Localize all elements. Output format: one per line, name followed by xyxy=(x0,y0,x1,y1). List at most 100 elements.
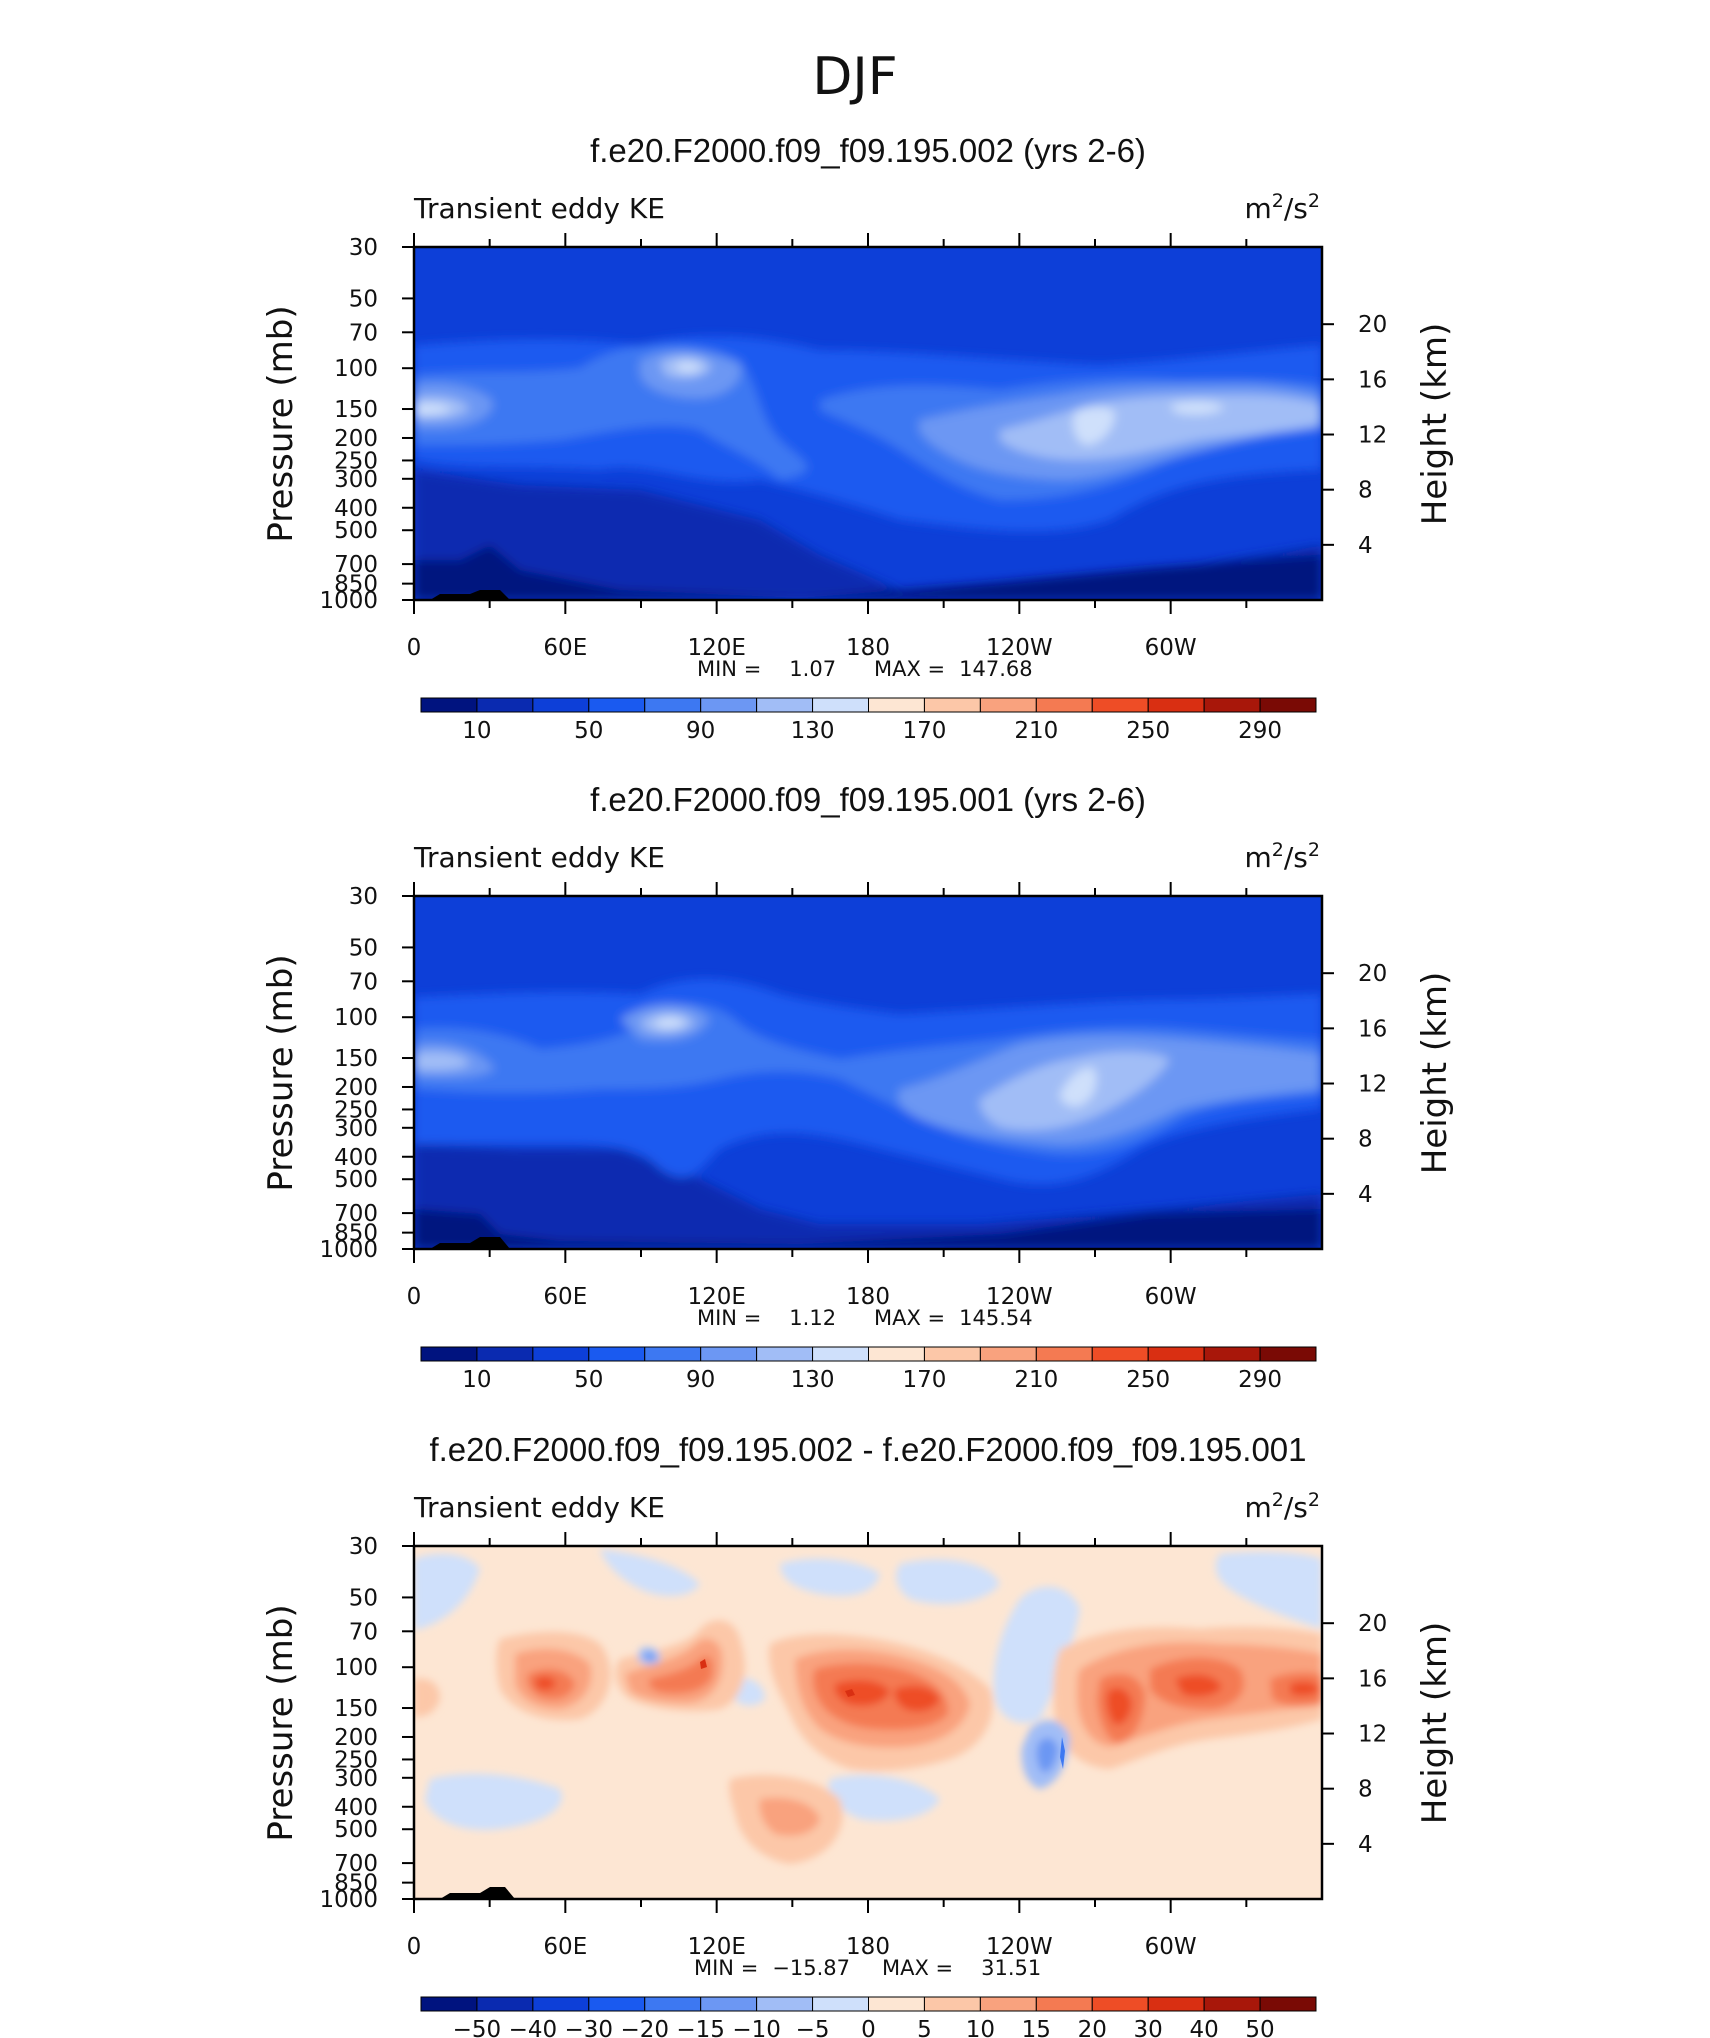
colorbar-swatch xyxy=(923,1346,981,1362)
colorbar-swatch xyxy=(644,1996,702,2012)
y-tick-label: 70 xyxy=(349,969,378,995)
colorbar-label: 290 xyxy=(1238,718,1282,744)
x-tick-label: 0 xyxy=(407,635,422,661)
colorbar-swatch xyxy=(923,697,981,713)
colorbar-label: 0 xyxy=(861,2017,876,2038)
colorbar-label: 50 xyxy=(574,1367,603,1393)
colorbar-swatch xyxy=(868,697,925,713)
y-tick-label: 50 xyxy=(349,1585,378,1611)
panel-2: f.e20.F2000.f09_f09.195.001 (yrs 2-6) Tr… xyxy=(261,781,1455,1393)
y2-tick-label: 20 xyxy=(1358,1611,1387,1637)
y-tick-label: 30 xyxy=(349,884,378,910)
y-tick-label: 850 xyxy=(334,1221,378,1247)
y-tick-label: 70 xyxy=(349,1619,378,1645)
stats-max: MAX = 145.54 xyxy=(874,1306,1033,1330)
colorbar-swatch xyxy=(812,697,869,713)
colorbar-swatch xyxy=(532,697,590,713)
heatmap-field xyxy=(414,247,1322,600)
heatmap-field xyxy=(414,896,1322,1249)
colorbar-label: −5 xyxy=(796,2017,830,2038)
y-tick-label: 300 xyxy=(334,467,378,493)
colorbar-swatch xyxy=(1259,697,1317,713)
colorbar-label: 15 xyxy=(1022,2017,1051,2038)
y-tick-label: 400 xyxy=(334,496,378,522)
x-tick-label: 180 xyxy=(846,1934,890,1960)
colorbar-swatch xyxy=(420,697,478,713)
y2-tick-label: 20 xyxy=(1358,961,1387,987)
stats-max: MAX = 147.68 xyxy=(874,657,1033,681)
colorbar-swatch xyxy=(979,1996,1037,2012)
y2-tick-label: 8 xyxy=(1358,1127,1373,1153)
y-tick-label: 30 xyxy=(349,1534,378,1560)
colorbar-swatch xyxy=(1259,1346,1317,1362)
colorbar-swatch xyxy=(532,1346,590,1362)
x-tick-label: 120W xyxy=(986,635,1053,661)
y2-tick-label: 8 xyxy=(1358,1777,1373,1803)
colorbar-label: 50 xyxy=(1245,2017,1274,2038)
colorbar-label: −50 xyxy=(453,2017,502,2038)
panel-title: f.e20.F2000.f09_f09.195.001 (yrs 2-6) xyxy=(590,781,1146,818)
x-tick-label: 60E xyxy=(543,1934,587,1960)
colorbar-label: 130 xyxy=(791,718,835,744)
colorbar-swatch xyxy=(1147,1996,1205,2012)
colorbar-swatch xyxy=(1203,1346,1261,1362)
y-tick-label: 1000 xyxy=(319,1237,378,1263)
colorbar-label: −20 xyxy=(620,2017,669,2038)
y2-tick-label: 4 xyxy=(1358,1832,1373,1858)
colorbar-swatch xyxy=(700,697,758,713)
colorbar-swatch xyxy=(700,1996,758,2012)
x-tick-label: 120W xyxy=(986,1284,1053,1310)
y2-tick-label: 16 xyxy=(1358,367,1387,393)
x-tick-label: 60E xyxy=(543,635,587,661)
colorbar-swatch xyxy=(532,1996,590,2012)
y2-tick-label: 20 xyxy=(1358,312,1387,338)
colorbar-label: 20 xyxy=(1078,2017,1107,2038)
y-tick-label: 50 xyxy=(349,935,378,961)
x-tick-label: 0 xyxy=(407,1934,422,1960)
y2-axis-label: Height (km) xyxy=(1415,323,1455,526)
colorbar-label: 210 xyxy=(1014,718,1058,744)
panel-title: f.e20.F2000.f09_f09.195.002 (yrs 2-6) xyxy=(590,132,1146,169)
y2-tick-label: 8 xyxy=(1358,478,1373,504)
colorbar-swatch xyxy=(1147,697,1205,713)
colorbar-label: 40 xyxy=(1189,2017,1218,2038)
colorbar-swatch xyxy=(1035,1346,1093,1362)
colorbar-label: 290 xyxy=(1238,1367,1282,1393)
figure-title: DJF xyxy=(812,47,897,107)
x-ticks: 0 60E 120E 180 120W 60W xyxy=(407,882,1248,1310)
y-tick-label: 200 xyxy=(334,426,378,452)
colorbar-label: −40 xyxy=(509,2017,558,2038)
colorbar-swatch xyxy=(1035,697,1093,713)
y-tick-label: 500 xyxy=(334,1167,378,1193)
colorbar-swatch xyxy=(588,1996,646,2012)
colorbar-swatch xyxy=(1035,1996,1093,2012)
x-tick-label: 120E xyxy=(687,635,745,661)
colorbar: −50 −40 −30 −20 −15 −10 −5 0 5 10 15 20 30 40 50 xyxy=(420,1996,1317,2038)
stats-min: MIN = 1.07 xyxy=(697,657,836,681)
y-tick-label: 200 xyxy=(334,1075,378,1101)
y-tick-label: 100 xyxy=(334,356,378,382)
y-tick-label: 300 xyxy=(334,1116,378,1142)
x-ticks: 0 60E 120E 180 120W 60W xyxy=(407,1532,1248,1960)
y-tick-label: 500 xyxy=(334,518,378,544)
variable-label: Transient eddy KE xyxy=(413,1491,665,1524)
colorbar-label: −10 xyxy=(732,2017,781,2038)
colorbar-swatch xyxy=(756,1346,814,1362)
y-tick-label: 500 xyxy=(334,1817,378,1843)
colorbar-swatch xyxy=(979,1346,1037,1362)
colorbar-swatch xyxy=(868,1346,925,1362)
x-tick-label: 60W xyxy=(1145,1284,1197,1310)
y-tick-label: 150 xyxy=(334,1696,378,1722)
y2-tick-label: 12 xyxy=(1358,1072,1387,1098)
colorbar-label: 170 xyxy=(902,1367,946,1393)
colorbar-swatch xyxy=(476,697,534,713)
y-tick-label: 850 xyxy=(334,572,378,598)
colorbar-swatch xyxy=(588,697,646,713)
y2-tick-label: 4 xyxy=(1358,533,1373,559)
x-tick-label: 60W xyxy=(1145,1934,1197,1960)
panel-title: f.e20.F2000.f09_f09.195.002 - f.e20.F200… xyxy=(429,1431,1306,1468)
x-tick-label: 120E xyxy=(687,1934,745,1960)
units-label: m2/s2 xyxy=(1245,839,1321,874)
y-tick-label: 30 xyxy=(349,235,378,261)
